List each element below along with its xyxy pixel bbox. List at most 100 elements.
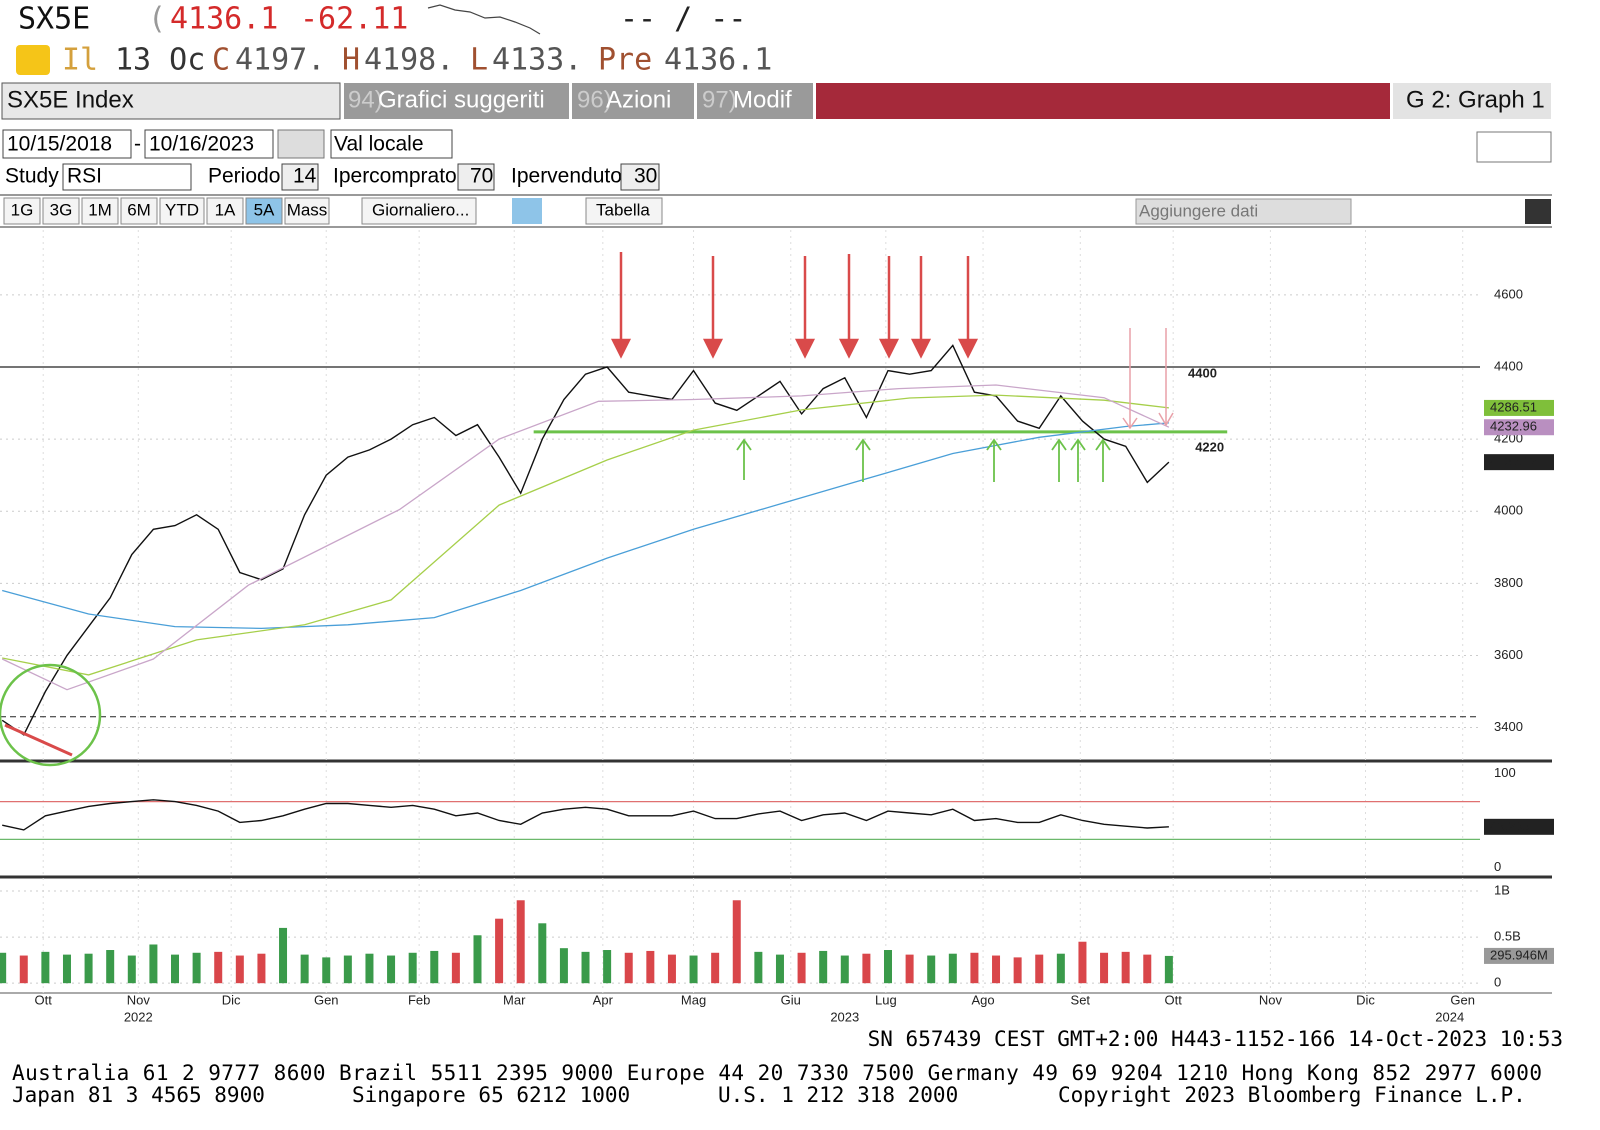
value-tag-label: 4232.96 xyxy=(1490,419,1537,434)
period-label[interactable]: 3G xyxy=(50,200,73,219)
period[interactable]: 14 xyxy=(293,165,317,188)
volume-bar xyxy=(538,923,547,984)
highlight-circle xyxy=(0,663,102,767)
period-label[interactable]: 6M xyxy=(127,200,151,219)
y-tick-label: 0 xyxy=(1494,975,1501,990)
period-button[interactable] xyxy=(206,197,244,225)
volume-bar xyxy=(451,952,460,984)
volume-bar xyxy=(992,955,1001,984)
currency[interactable]: Val locale xyxy=(334,133,424,156)
oversold[interactable]: 30 xyxy=(634,165,657,188)
series-line xyxy=(2,422,1169,630)
graph-name[interactable]: G 2: Graph 1 xyxy=(1406,86,1545,113)
period-label[interactable]: 1M xyxy=(88,200,112,219)
dropdown[interactable] xyxy=(1525,199,1551,224)
volume-bar xyxy=(495,918,504,984)
volume-bar xyxy=(624,952,633,984)
volume-bar xyxy=(819,950,828,984)
volume-bar xyxy=(300,954,309,984)
start-date[interactable]: 10/15/2018 xyxy=(7,133,112,156)
x-tick-label: Set xyxy=(1071,992,1091,1007)
sparkline xyxy=(427,4,541,35)
end-date[interactable]: 10/16/2023 xyxy=(149,133,254,156)
menu-label[interactable]: Azioni xyxy=(606,86,671,113)
toggle[interactable] xyxy=(512,198,542,224)
table-box[interactable] xyxy=(585,197,663,225)
add-data[interactable]: Aggiungere dati xyxy=(1139,201,1258,220)
study-box[interactable] xyxy=(62,163,192,191)
period-label[interactable]: Mass xyxy=(287,200,328,219)
period-box[interactable] xyxy=(281,163,319,191)
nav-buttons[interactable] xyxy=(277,129,325,159)
table[interactable]: Tabella xyxy=(596,200,650,219)
volume-bar xyxy=(1013,957,1022,984)
overbought-box[interactable] xyxy=(457,163,495,191)
value-tag-label: 4136.12 xyxy=(1490,454,1537,469)
volume-bar xyxy=(754,951,763,984)
status: SN 657439 CEST GMT+2:00 H443-1152-166 14… xyxy=(868,1027,1563,1051)
volume-bar xyxy=(214,951,223,984)
value-tag xyxy=(1484,454,1554,471)
menu-1[interactable] xyxy=(344,83,569,119)
volume-bar xyxy=(171,954,180,984)
x-tick-label: Ott xyxy=(35,992,53,1007)
dash: - xyxy=(134,133,141,156)
menu-3[interactable] xyxy=(697,83,813,119)
period-label[interactable]: 1G xyxy=(11,200,34,219)
security[interactable]: SX5E Index xyxy=(7,86,134,113)
frequency-box[interactable] xyxy=(361,197,477,225)
menu-2[interactable] xyxy=(572,83,694,119)
volume-bar xyxy=(775,954,784,984)
x-tick-label: Feb xyxy=(408,992,430,1007)
low: 4133. xyxy=(492,43,582,78)
y-tick-label: 4600 xyxy=(1494,286,1523,301)
undo-redo[interactable] xyxy=(1476,131,1552,163)
period-label: Periodo xyxy=(208,165,280,188)
oversold-box[interactable] xyxy=(620,163,660,191)
period-button[interactable] xyxy=(120,197,158,225)
volume-bar xyxy=(516,900,525,984)
currency-box[interactable] xyxy=(330,129,453,159)
volume-bar xyxy=(840,955,849,984)
contacts-2: Japan 81 3 4565 8900 xyxy=(12,1083,265,1107)
y-tick-label: 3600 xyxy=(1494,647,1523,662)
volume-bar xyxy=(711,952,720,984)
period-button[interactable] xyxy=(159,197,205,225)
start-date-box[interactable] xyxy=(2,129,132,159)
overbought[interactable]: 70 xyxy=(470,165,493,188)
series-line xyxy=(1,344,1170,736)
value-tag xyxy=(1484,419,1554,436)
volume-bar xyxy=(257,953,266,984)
period-button[interactable] xyxy=(245,197,283,225)
y-tick-label: 100 xyxy=(1494,765,1516,780)
x-tick-label: Ago xyxy=(971,992,994,1007)
study-name[interactable]: RSI xyxy=(67,165,102,188)
menu-label[interactable]: Grafici suggeriti xyxy=(378,86,545,113)
end-date-box[interactable] xyxy=(144,129,274,159)
period-button[interactable] xyxy=(42,197,80,225)
period-button[interactable] xyxy=(81,197,119,225)
x-tick-label: Dic xyxy=(1356,992,1375,1007)
volume-bar xyxy=(127,955,136,984)
menu-num: 94) xyxy=(348,86,383,113)
add-data-box[interactable] xyxy=(1135,198,1352,225)
volume-bar xyxy=(62,954,71,984)
study-label: Study xyxy=(5,165,59,188)
last-price: 4136.1 xyxy=(170,2,278,37)
high-label: H xyxy=(342,43,360,78)
graph-box[interactable] xyxy=(1393,83,1551,119)
period-label[interactable]: 5A xyxy=(254,200,275,219)
period-button[interactable] xyxy=(3,197,41,225)
x-tick-label: Mag xyxy=(681,992,706,1007)
period-label[interactable]: 1A xyxy=(215,200,236,219)
period-label[interactable]: YTD xyxy=(165,200,199,219)
high: 4198. xyxy=(364,43,454,78)
paren: ( xyxy=(148,2,166,37)
ticker: SX5E xyxy=(18,2,90,37)
period-button[interactable] xyxy=(284,197,330,225)
frequency[interactable]: Giornaliero... xyxy=(372,200,469,219)
security-box[interactable] xyxy=(1,82,341,120)
menu-label[interactable]: Modif xyxy=(733,86,792,113)
